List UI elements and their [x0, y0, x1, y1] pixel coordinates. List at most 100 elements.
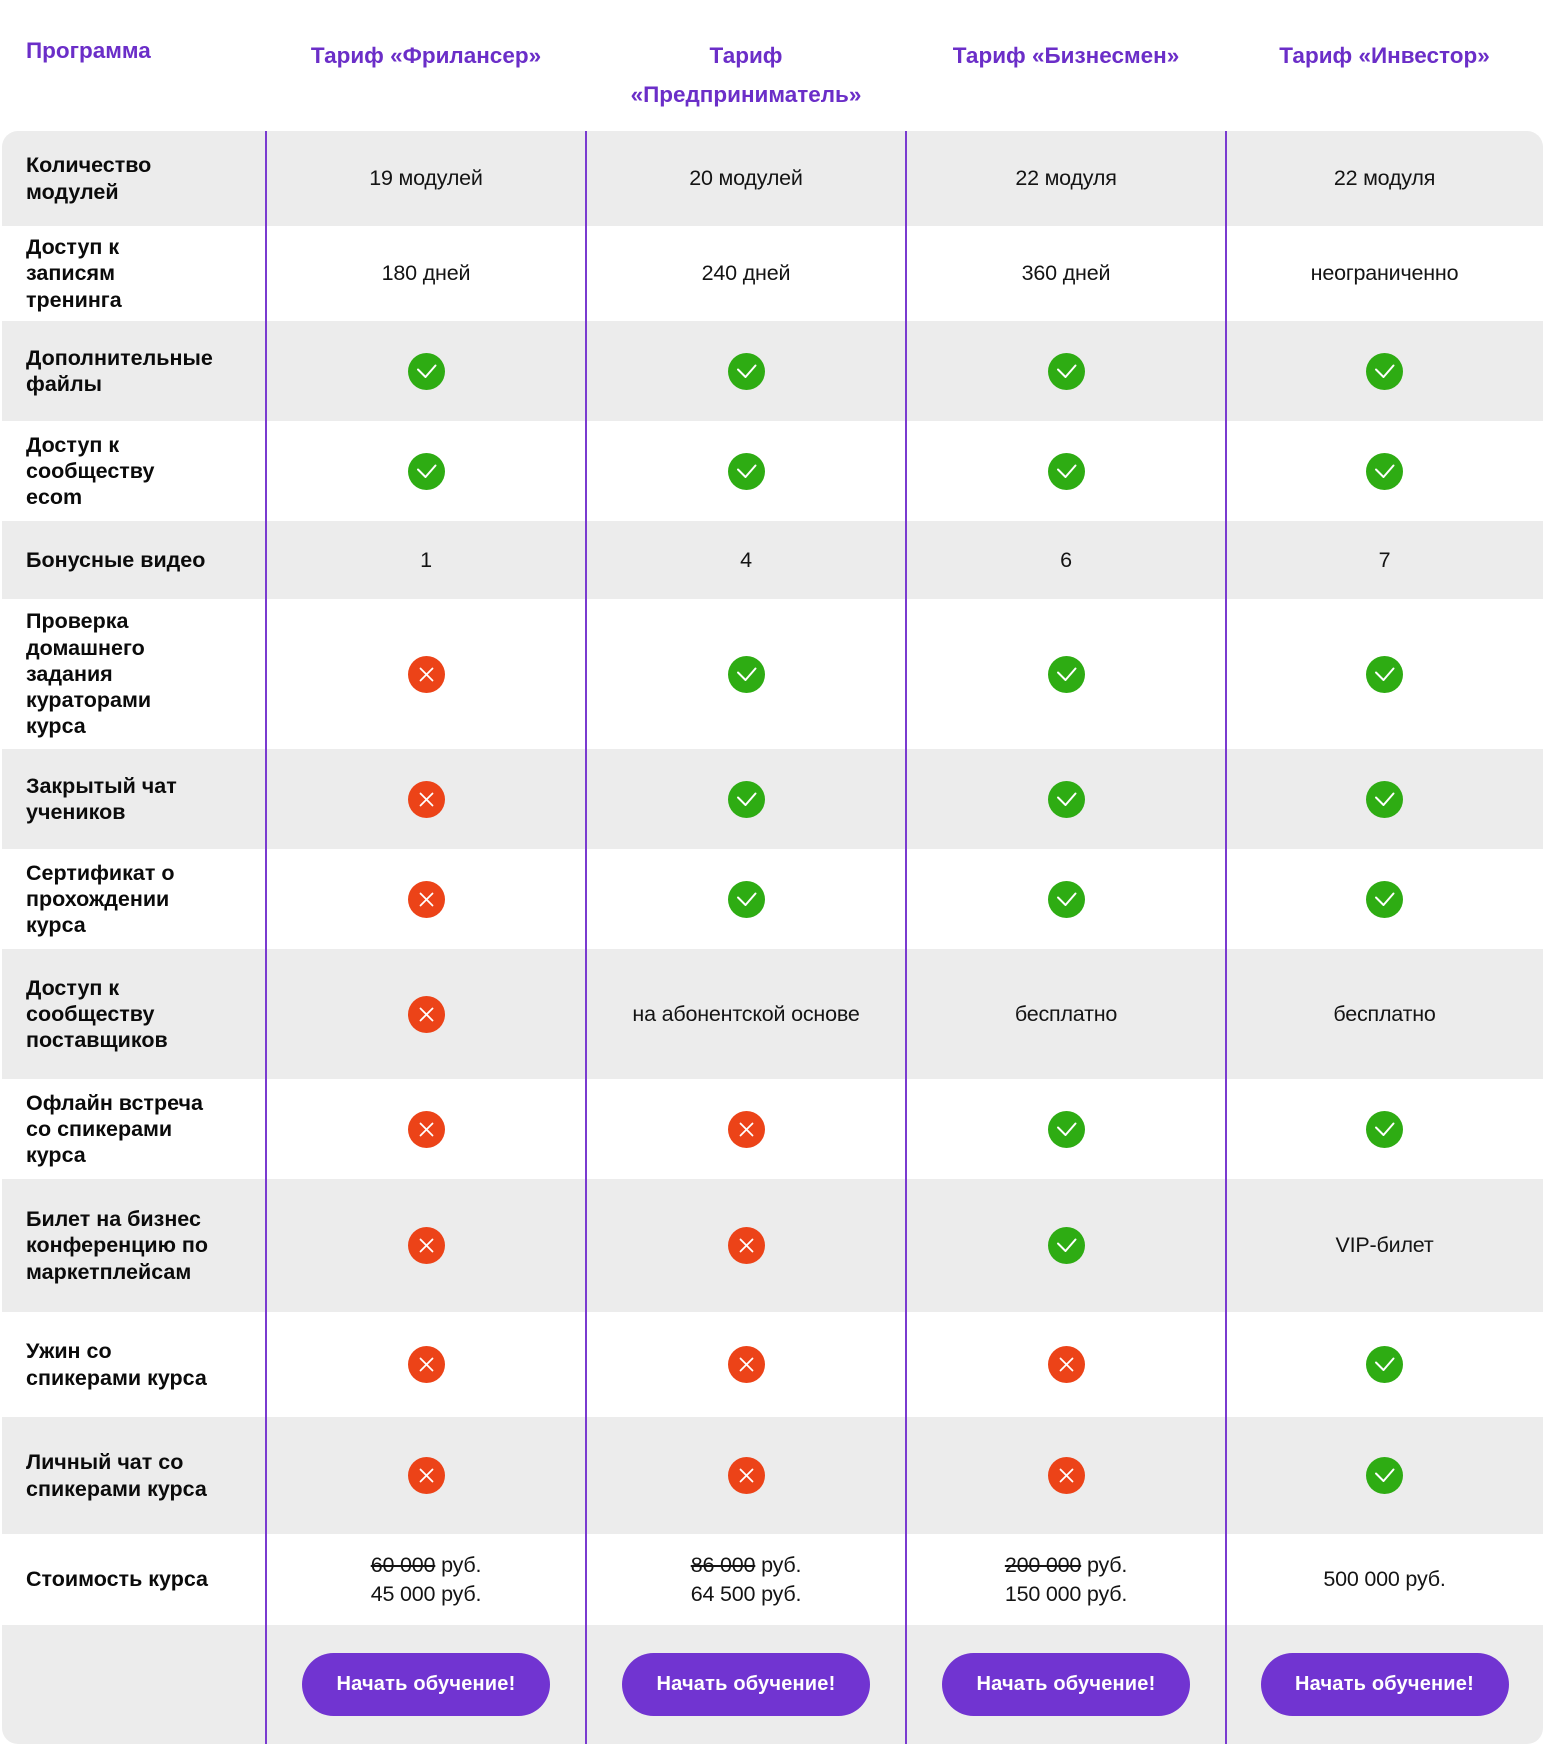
table-row: Доступ к сообществу ecom — [2, 421, 1543, 521]
cross-icon — [407, 1227, 445, 1264]
table-body: Количество модулей 19 модулей 20 модулей 22… — [2, 131, 1543, 1744]
check-icon — [1047, 1110, 1085, 1148]
plan-value-cell: 60 000 руб. 45 000 руб. — [266, 1534, 586, 1625]
start-learning-button[interactable]: Начать обучение! — [302, 1653, 550, 1716]
check-icon — [1047, 880, 1085, 918]
feature-label: Дополнительные файлы — [26, 345, 213, 396]
plan-value-cell — [906, 1417, 1226, 1534]
plan-header-businessman: Тариф «Бизнесмен» — [952, 43, 1180, 68]
plan-value-cell: 6 — [906, 521, 1226, 599]
plan-value-cell: 20 модулей — [586, 131, 906, 226]
plan-value-cell — [1226, 1079, 1543, 1179]
plan-value-cell — [586, 849, 906, 949]
plan-value-cell — [266, 421, 586, 521]
plan-value-cell: бесплатно — [906, 949, 1226, 1079]
plan-value-cell — [266, 321, 586, 421]
plan-value: 1 — [420, 547, 432, 572]
check-icon — [1366, 452, 1403, 490]
plan-value: 4 — [740, 547, 752, 572]
plan-value-cell: 86 000 руб. 64 500 руб. — [586, 1534, 906, 1625]
check-icon — [727, 655, 765, 693]
check-icon — [1047, 452, 1085, 490]
plan-value-cell — [586, 1179, 906, 1312]
plan-value: 19 модулей — [369, 166, 483, 190]
table-row: Билет на бизнес конференцию по маркетпле… — [2, 1179, 1543, 1312]
feature-label: Доступ к записям тренинга — [26, 235, 122, 312]
table-row: Офлайн встреча со спикерами курса — [2, 1079, 1543, 1179]
new-price: 45 000 руб. — [370, 1581, 482, 1606]
plan-value-cell — [586, 1312, 906, 1417]
feature-label: Ужин со спикерами курса — [26, 1339, 207, 1390]
plan-value-cell — [586, 1417, 906, 1534]
plan-value: 22 модуля — [1333, 166, 1436, 190]
plan-value-cell: 240 дней — [586, 226, 906, 321]
plan-header-entrepreneur: Тариф «Предприниматель» — [630, 43, 862, 108]
plan-value-cell — [906, 321, 1226, 421]
feature-label: Закрытый чат учеников — [26, 773, 177, 824]
cross-icon — [727, 1227, 765, 1264]
plan-value-cell — [586, 599, 906, 749]
start-learning-button[interactable]: Начать обучение! — [942, 1653, 1190, 1716]
column-divider — [905, 131, 907, 1744]
check-icon — [727, 352, 765, 390]
feature-label: Проверка домашнего задания кураторами ку… — [26, 609, 152, 739]
table-row: Количество модулей 19 модулей 20 модулей 22… — [2, 131, 1543, 226]
new-price: 150 000 руб. — [1004, 1581, 1128, 1606]
new-price: 500 000 руб. — [1323, 1567, 1446, 1592]
plan-value-cell: 19 модулей — [266, 131, 586, 226]
old-price: 60 000 руб. — [370, 1553, 482, 1578]
plan-value-cell — [906, 1079, 1226, 1179]
plan-value-cell: 360 дней — [906, 226, 1226, 321]
plan-value-cell — [906, 849, 1226, 949]
plan-value: неограниченно — [1310, 261, 1459, 285]
start-learning-button[interactable]: Начать обучение! — [1260, 1653, 1509, 1716]
table-header: Программа Тариф «Фрилансер» Тариф «Предп… — [2, 0, 1543, 131]
plan-value: 20 модулей — [689, 166, 803, 190]
feature-label: Личный чат со спикерами курса — [26, 1450, 207, 1501]
column-divider — [265, 131, 267, 1744]
cta-row: Начать обучение! Начать обучение! Начать о… — [2, 1625, 1543, 1744]
check-icon — [1366, 1457, 1403, 1494]
plan-value: бесплатно — [1333, 1001, 1436, 1026]
check-icon — [407, 452, 445, 490]
plan-header-freelancer: Тариф «Фрилансер» — [310, 43, 542, 68]
check-icon — [727, 880, 765, 918]
check-icon — [1366, 1110, 1403, 1148]
plan-value: 7 — [1378, 547, 1391, 572]
feature-label: Доступ к сообществу ecom — [26, 432, 155, 510]
cross-icon — [407, 1110, 445, 1148]
start-learning-button[interactable]: Начать обучение! — [622, 1653, 870, 1716]
plan-value-cell — [1226, 1312, 1543, 1417]
plan-value-cell: 7 — [1226, 521, 1543, 599]
plan-value-cell — [266, 1417, 586, 1534]
new-price: 64 500 руб. — [690, 1581, 802, 1606]
column-divider — [1225, 131, 1227, 1744]
table-row: Доступ к записям тренинга 180 дней 240 дне… — [2, 226, 1543, 321]
cta-row-spacer — [2, 1625, 266, 1744]
check-icon — [1047, 655, 1085, 693]
cta-cell: Начать обучение! — [906, 1625, 1226, 1744]
table-row: Сертификат о прохождении курса — [2, 849, 1543, 949]
plan-value: бесплатно — [1014, 1001, 1118, 1026]
feature-label: Стоимость курса — [26, 1567, 209, 1592]
check-icon — [1366, 655, 1403, 693]
plan-value-cell: 1 — [266, 521, 586, 599]
plan-value-cell — [1226, 849, 1543, 949]
plan-value-cell — [906, 1179, 1226, 1312]
plan-value: на абонентской основе — [632, 1001, 860, 1026]
cross-icon — [407, 880, 445, 918]
plan-value-cell: бесплатно — [1226, 949, 1543, 1079]
check-icon — [727, 780, 765, 818]
cta-cell: Начать обучение! — [1226, 1625, 1543, 1744]
plan-value-cell — [586, 421, 906, 521]
plan-value: 22 модуля — [1015, 166, 1117, 190]
table-row: Дополнительные файлы — [2, 321, 1543, 421]
cross-icon — [407, 995, 445, 1033]
plan-value-cell — [1226, 599, 1543, 749]
plan-value-cell: 500 000 руб. — [1226, 1534, 1543, 1625]
plan-value-cell: 22 модуля — [1226, 131, 1543, 226]
table-row: Личный чат со спикерами курса — [2, 1417, 1543, 1534]
check-icon — [1366, 352, 1403, 390]
plan-value-cell — [586, 321, 906, 421]
